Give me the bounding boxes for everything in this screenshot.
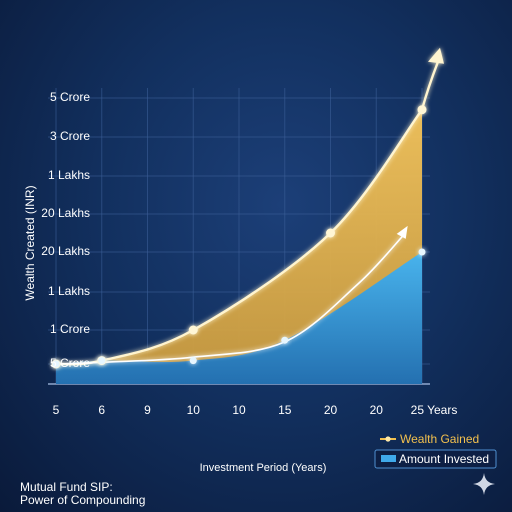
amount-invested-area [56, 252, 422, 384]
wealth-gained-point [326, 228, 335, 238]
x-tick-label: 20 [370, 403, 384, 417]
footer-title: Mutual Fund SIP: Power of Compounding [20, 481, 145, 507]
wealth-gained-point [417, 105, 427, 115]
y-tick-label: 5 Crore [50, 90, 90, 104]
legend-amount-invested: Amount Invested [399, 452, 489, 466]
y-tick-label: 3 Crore [50, 129, 90, 143]
y-tick-label: 1 Lakhs [48, 168, 90, 182]
y-tick-label: 20 Lakhs [41, 206, 90, 220]
amount-invested-point [189, 357, 197, 365]
x-tick-label: 20 [324, 403, 338, 417]
amount-invested-point [52, 360, 60, 368]
x-tick-label: 25 Years [411, 403, 458, 417]
x-axis-label: Investment Period (Years) [200, 462, 327, 474]
amount-invested-point [281, 336, 289, 344]
x-tick-label: 10 [187, 403, 201, 417]
x-tick-label: 6 [98, 403, 105, 417]
wealth-gained-point [188, 325, 198, 335]
legend: Wealth Gained Amount Invested [374, 432, 497, 469]
y-tick-label: 1 Lakhs [48, 284, 90, 298]
footer-title-line1: Mutual Fund SIP: [20, 480, 113, 494]
x-tick-label: 15 [278, 403, 292, 417]
y-tick-label: 20 Lakhs [41, 244, 90, 258]
x-tick-label: 9 [144, 403, 151, 417]
amount-invested-point [418, 248, 426, 256]
arrow-head-icon [396, 225, 408, 239]
arrow-head-icon [428, 47, 444, 64]
amount-invested-point [98, 357, 106, 365]
sparkle-icon [473, 473, 495, 495]
y-tick-label: 5 Crore [50, 356, 90, 370]
footer-title-line2: Power of Compounding [20, 493, 146, 507]
x-tick-label: 10 [232, 403, 246, 417]
x-tick-label: 5 [53, 403, 60, 417]
y-axis-label: Wealth Created (INR) [23, 185, 37, 300]
y-tick-label: 1 Crore [50, 322, 90, 336]
legend-wealth-gained: Wealth Gained [400, 432, 479, 446]
wealth-gained-arrow-shaft [420, 61, 440, 111]
